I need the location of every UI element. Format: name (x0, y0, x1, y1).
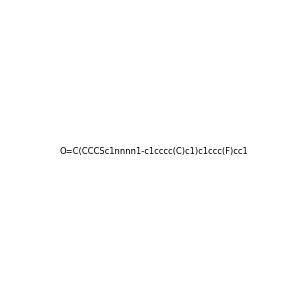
Text: O=C(CCCSc1nnnn1-c1cccc(C)c1)c1ccc(F)cc1: O=C(CCCSc1nnnn1-c1cccc(C)c1)c1ccc(F)cc1 (59, 147, 248, 156)
